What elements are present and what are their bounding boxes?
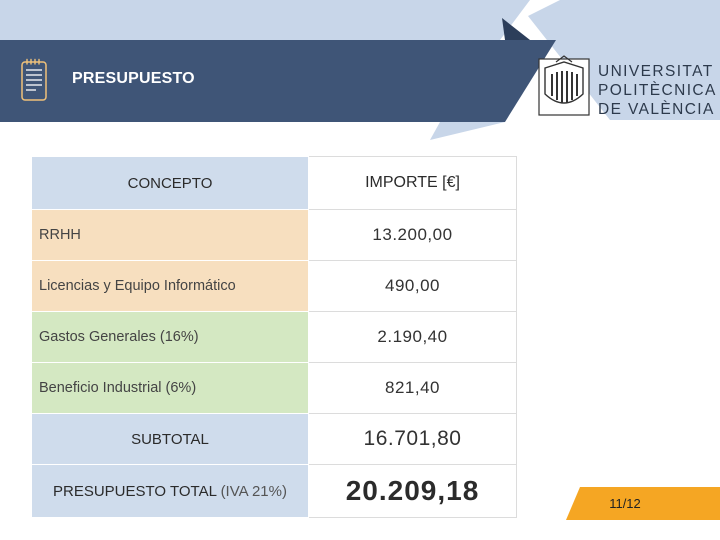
total-label-suffix: (IVA 21%): [220, 482, 287, 500]
notepad-icon: [21, 58, 47, 101]
university-name-line-1: UNIVERSITAT: [598, 63, 714, 80]
row-concept: Licencias y Equipo Informático: [31, 260, 309, 312]
subtotal-row: SUBTOTAL 16.701,80: [31, 413, 517, 465]
table-header-row: CONCEPTO IMPORTE [€]: [31, 156, 517, 210]
page-title: PRESUPUESTO: [72, 70, 195, 87]
university-name-line-2: POLITÈCNICA: [598, 82, 717, 99]
row-amount: 13.200,00: [308, 209, 517, 261]
subtotal-label: SUBTOTAL: [31, 413, 309, 465]
page-number: 11/12: [609, 496, 641, 511]
university-name-line-3: DE VALÈNCIA: [598, 101, 715, 118]
row-amount: 490,00: [308, 260, 517, 312]
university-logo: [538, 55, 590, 116]
total-amount: 20.209,18: [308, 464, 517, 518]
table-row: Beneficio Industrial (6%) 821,40: [31, 362, 517, 414]
table-row: RRHH 13.200,00: [31, 209, 517, 261]
row-amount: 821,40: [308, 362, 517, 414]
amount-header: IMPORTE [€]: [308, 156, 517, 210]
subtotal-amount: 16.701,80: [308, 413, 517, 465]
concept-header: CONCEPTO: [31, 156, 309, 210]
page-indicator-background: [566, 487, 720, 520]
row-amount: 2.190,40: [308, 311, 517, 363]
row-concept: Beneficio Industrial (6%): [31, 362, 309, 414]
university-seal-icon: [538, 55, 590, 116]
row-concept: RRHH: [31, 209, 309, 261]
university-name: UNIVERSITAT POLITÈCNICA DE VALÈNCIA: [598, 62, 717, 119]
total-row: PRESUPUESTO TOTAL (IVA 21%) 20.209,18: [31, 464, 517, 518]
total-label: PRESUPUESTO TOTAL: [53, 482, 217, 500]
table-row: Licencias y Equipo Informático 490,00: [31, 260, 517, 312]
total-label-cell: PRESUPUESTO TOTAL (IVA 21%): [31, 464, 309, 518]
table-row: Gastos Generales (16%) 2.190,40: [31, 311, 517, 363]
row-concept: Gastos Generales (16%): [31, 311, 309, 363]
budget-table: CONCEPTO IMPORTE [€] RRHH 13.200,00 Lice…: [31, 156, 517, 518]
